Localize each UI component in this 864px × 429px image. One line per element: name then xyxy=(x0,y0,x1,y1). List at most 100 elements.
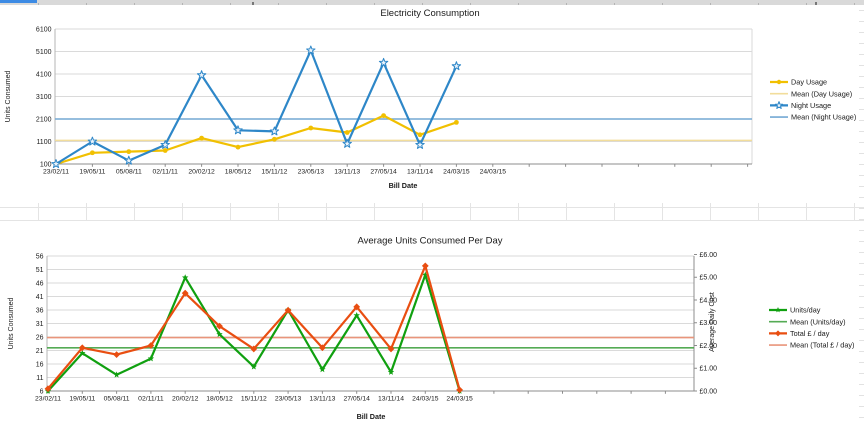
marker-star xyxy=(319,366,326,373)
marker-diamond xyxy=(387,345,395,353)
x-axis-title: Bill Date xyxy=(357,412,386,421)
marker-circle xyxy=(776,79,782,85)
y-tick-label: 51 xyxy=(36,267,44,274)
marker-star xyxy=(113,371,120,378)
legend-label: Day Usage xyxy=(791,78,827,87)
y-tick-label: 5100 xyxy=(36,49,52,56)
marker-diamond xyxy=(147,342,155,349)
legend-item: Total £ / day xyxy=(769,329,830,338)
marker-star xyxy=(415,140,425,149)
marker-diamond xyxy=(353,303,361,311)
marker-diamond xyxy=(216,322,223,330)
column-mark xyxy=(815,2,817,5)
marker-star xyxy=(422,271,429,278)
legend-label: Mean (Units/day) xyxy=(790,317,846,326)
column-gridlines xyxy=(0,203,864,221)
marker-star xyxy=(775,307,781,313)
marker-star xyxy=(342,138,352,148)
column-gridline-ticks xyxy=(0,3,864,5)
x-tick-label: 24/03/15 xyxy=(446,396,473,403)
legend-label: Mean (Day Usage) xyxy=(791,89,852,98)
marker-star xyxy=(196,70,207,80)
marker-diamond xyxy=(421,262,429,270)
legend-label: Mean (Night Usage) xyxy=(791,113,856,122)
y-tick-label: 1100 xyxy=(36,139,51,146)
y2-tick-label: £2.00 xyxy=(700,343,718,350)
x-tick-label: 05/08/11 xyxy=(104,396,130,403)
sheet-top-strip xyxy=(0,0,864,5)
right-edge-row-lines xyxy=(859,10,864,424)
marker-circle xyxy=(344,130,350,135)
legend-label: Units/day xyxy=(790,306,821,315)
x-tick-label: 13/11/14 xyxy=(407,169,433,176)
x-tick-label: 27/05/14 xyxy=(343,396,370,403)
x-tick-label: 13/11/13 xyxy=(309,396,335,403)
legend-item: Mean (Units/day) xyxy=(769,317,846,326)
y-tick-label: 100 xyxy=(40,161,52,168)
marker-star xyxy=(451,61,462,71)
marker-star xyxy=(378,57,389,67)
x-tick-label: 13/11/14 xyxy=(378,396,404,403)
marker-diamond xyxy=(78,344,86,352)
legend-item: Mean (Night Usage) xyxy=(770,113,856,122)
x-tick-label: 15/11/12 xyxy=(261,169,287,176)
marker-diamond xyxy=(113,351,120,358)
x-tick-label: 13/11/13 xyxy=(334,169,360,176)
marker-star xyxy=(233,125,243,135)
marker-circle xyxy=(235,144,241,150)
marker-diamond xyxy=(44,385,52,393)
series-line-day-usage xyxy=(54,114,458,166)
y-tick-label: 16 xyxy=(36,361,44,368)
y-axis-title: Units Consumed xyxy=(5,71,12,123)
x-tick-label: 02/11/11 xyxy=(152,169,178,176)
marker-star xyxy=(269,126,280,136)
marker-star xyxy=(387,368,395,375)
x-tick-label: 02/11/11 xyxy=(138,396,164,403)
x-tick-label: 18/05/12 xyxy=(206,396,233,403)
marker-circle xyxy=(90,150,95,156)
series-line-night-usage xyxy=(54,49,458,166)
selected-cell-highlight[interactable] xyxy=(0,0,37,3)
y-axis-title: Units Consumed xyxy=(8,298,15,350)
marker-circle xyxy=(308,125,314,131)
x-tick-label: 23/02/11 xyxy=(43,169,69,176)
marker-star xyxy=(147,355,155,362)
marker-star xyxy=(51,159,61,169)
x-tick-label: 19/05/11 xyxy=(69,396,95,403)
average-units-per-day-chart[interactable]: 6 11 16 21 26 31 36 41 46 51 56 £0.00 £1.00 £2.00 £3.0… xyxy=(0,221,864,429)
x-tick-label: 19/05/11 xyxy=(79,169,105,176)
x-tick-label: 05/08/11 xyxy=(116,169,142,176)
x-tick-label: 20/02/12 xyxy=(188,169,215,176)
marker-diamond xyxy=(775,330,781,337)
marker-diamond xyxy=(181,289,189,297)
x-tick-label: 23/05/13 xyxy=(298,169,325,176)
legend-item: Day Usage xyxy=(770,78,827,87)
marker-circle xyxy=(381,113,386,119)
marker-star xyxy=(79,349,86,356)
marker-star xyxy=(353,312,360,319)
electricity-consumption-chart[interactable]: 100 1100 2100 3100 4100 5100 6100 23/02/11 19/05… xyxy=(0,0,864,203)
y2-tick-label: £4.00 xyxy=(700,297,718,304)
marker-diamond xyxy=(284,306,292,314)
legend-item: Units/day xyxy=(769,306,821,315)
y2-tick-label: £3.00 xyxy=(700,320,718,327)
chart-title: Electricity Consumption xyxy=(380,8,479,19)
y2-tick-label: £5.00 xyxy=(700,275,718,282)
legend-item: Night Usage xyxy=(770,101,831,110)
marker-star xyxy=(160,140,170,149)
legend-label: Mean (Total £ / day) xyxy=(790,341,855,350)
marker-diamond xyxy=(250,345,258,353)
marker-star xyxy=(774,101,784,109)
y-tick-label: 4100 xyxy=(36,71,52,78)
y2-tick-label: £1.00 xyxy=(700,366,718,373)
marker-star xyxy=(250,363,257,370)
x-tick-label: 27/05/14 xyxy=(370,169,397,176)
marker-circle xyxy=(417,132,423,138)
marker-star xyxy=(87,136,98,146)
y-tick-label: 31 xyxy=(36,321,44,328)
y-tick-label: 26 xyxy=(36,334,44,341)
x-tick-label: 18/05/12 xyxy=(225,169,252,176)
marker-circle xyxy=(454,119,459,125)
y2-tick-label: £6.00 xyxy=(700,252,718,259)
